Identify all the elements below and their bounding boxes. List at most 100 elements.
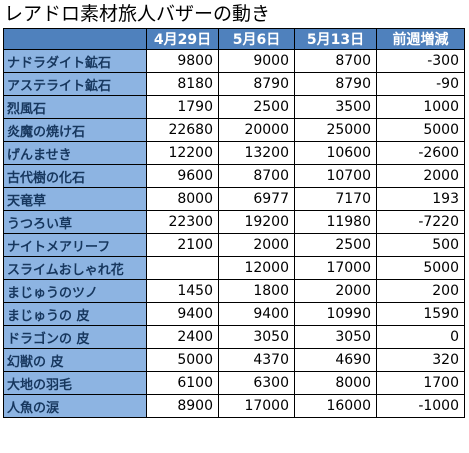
column-header: 5月6日 bbox=[218, 28, 295, 50]
price-cell: 8700 bbox=[218, 164, 295, 188]
item-name: ナイトメアリーフ bbox=[3, 233, 147, 257]
price-cell: 10700 bbox=[294, 164, 377, 188]
price-cell: 17000 bbox=[218, 394, 295, 418]
price-table: 4月29日 5月6日 5月13日 前週増減 ナドラダイト鉱石 9800 9000 8700-… bbox=[3, 28, 465, 418]
item-name: 炎魔の焼け石 bbox=[3, 118, 147, 142]
price-cell: 9000 bbox=[218, 49, 295, 73]
price-cell: -7220 bbox=[376, 210, 465, 234]
table-header: 4月29日 5月6日 5月13日 前週増減 bbox=[3, 28, 465, 50]
column-header: 前週増減 bbox=[376, 28, 465, 50]
item-name: 大地の羽毛 bbox=[3, 371, 147, 395]
price-cell: 4690 bbox=[294, 348, 377, 372]
price-cell: 9400 bbox=[218, 302, 295, 326]
item-name: 古代樹の化石 bbox=[3, 164, 147, 188]
price-cell: 1800 bbox=[218, 279, 295, 303]
price-cell: 2500 bbox=[294, 233, 377, 257]
table-row: 烈風石 1790 2500 3500 1000 bbox=[3, 95, 465, 119]
price-cell: 19200 bbox=[218, 210, 295, 234]
price-cell: 22680 bbox=[146, 118, 219, 142]
price-cell: 2100 bbox=[146, 233, 219, 257]
item-name: ドラゴンの 皮 bbox=[3, 325, 147, 349]
price-cell bbox=[146, 256, 219, 280]
price-cell: 6100 bbox=[146, 371, 219, 395]
item-name: 天竜草 bbox=[3, 187, 147, 211]
price-cell: 8700 bbox=[294, 49, 377, 73]
price-cell: 1450 bbox=[146, 279, 219, 303]
table-body: ナドラダイト鉱石 9800 9000 8700 -300 アステライト鉱石 8180 8790… bbox=[3, 49, 465, 418]
item-name: 烈風石 bbox=[3, 95, 147, 119]
price-cell: 9800 bbox=[146, 49, 219, 73]
table-row: まじゅうのツノ 1450 1800 2000 200 bbox=[3, 279, 465, 303]
price-cell: 193 bbox=[376, 187, 465, 211]
price-cell: 1590 bbox=[376, 302, 465, 326]
price-cell: 320 bbox=[376, 348, 465, 372]
price-cell: 3050 bbox=[218, 325, 295, 349]
price-cell: 2400 bbox=[146, 325, 219, 349]
price-cell: 3500 bbox=[294, 95, 377, 119]
price-cell: 4370 bbox=[218, 348, 295, 372]
price-cell: 8000 bbox=[146, 187, 219, 211]
table-row: げんませき 12200 13200 10600 -2600 bbox=[3, 141, 465, 165]
column-header: 5月13日 bbox=[294, 28, 377, 50]
item-name: ナドラダイト鉱石 bbox=[3, 49, 147, 73]
column-header: 4月29日 bbox=[146, 28, 219, 50]
price-cell: 10990 bbox=[294, 302, 377, 326]
table-row: アステライト鉱石 8180 8790 8790 -90 bbox=[3, 72, 465, 96]
table-row: 幻獣の 皮 5000 4370 4690 320 bbox=[3, 348, 465, 372]
price-cell: 1700 bbox=[376, 371, 465, 395]
price-cell: 2000 bbox=[376, 164, 465, 188]
price-cell: -90 bbox=[376, 72, 465, 96]
price-cell: 1790 bbox=[146, 95, 219, 119]
price-cell: 6300 bbox=[218, 371, 295, 395]
item-name: アステライト鉱石 bbox=[3, 72, 147, 96]
item-name: げんませき bbox=[3, 141, 147, 165]
price-cell: 12000 bbox=[218, 256, 295, 280]
table-row: まじゅうの 皮 9400 9400 10990 1590 bbox=[3, 302, 465, 326]
price-cell: 11980 bbox=[294, 210, 377, 234]
table-row: ナイトメアリーフ 2100 2000 2500 500 bbox=[3, 233, 465, 257]
price-cell: 8000 bbox=[294, 371, 377, 395]
item-name: うつろい草 bbox=[3, 210, 147, 234]
item-name: 人魚の涙 bbox=[3, 394, 147, 418]
price-cell: 7170 bbox=[294, 187, 377, 211]
table-row: 大地の羽毛 6100 6300 8000 1700 bbox=[3, 371, 465, 395]
title: レアドロ素材旅人バザーの動き bbox=[4, 3, 271, 25]
table-row: ドラゴンの 皮 2400 3050 3050 0 bbox=[3, 325, 465, 349]
table-row: 天竜草 8000 6977 7170 193 bbox=[3, 187, 465, 211]
price-cell: 8900 bbox=[146, 394, 219, 418]
table-row: 人魚の涙 8900 17000 16000 -1000 bbox=[3, 394, 465, 418]
price-cell: 500 bbox=[376, 233, 465, 257]
item-name: スライムおしゃれ花 bbox=[3, 256, 147, 280]
price-cell: 2000 bbox=[294, 279, 377, 303]
price-cell: 3050 bbox=[294, 325, 377, 349]
price-cell: 6977 bbox=[218, 187, 295, 211]
price-cell: 17000 bbox=[294, 256, 377, 280]
price-cell: 1000 bbox=[376, 95, 465, 119]
price-cell: 12200 bbox=[146, 141, 219, 165]
price-cell: 200 bbox=[376, 279, 465, 303]
price-cell: 8790 bbox=[294, 72, 377, 96]
price-cell: 5000 bbox=[146, 348, 219, 372]
price-cell: 5000 bbox=[376, 118, 465, 142]
price-cell: 9400 bbox=[146, 302, 219, 326]
corner-cell bbox=[3, 28, 147, 50]
price-cell: 2500 bbox=[218, 95, 295, 119]
price-cell: 20000 bbox=[218, 118, 295, 142]
table-row: 炎魔の焼け石 22680 20000 25000 5000 bbox=[3, 118, 465, 142]
item-name: 幻獣の 皮 bbox=[3, 348, 147, 372]
price-cell: 8790 bbox=[218, 72, 295, 96]
price-cell: 0 bbox=[376, 325, 465, 349]
price-cell: 9600 bbox=[146, 164, 219, 188]
table-row: ナドラダイト鉱石 9800 9000 8700 -300 bbox=[3, 49, 465, 73]
price-cell: 25000 bbox=[294, 118, 377, 142]
price-cell: -2600 bbox=[376, 141, 465, 165]
price-cell: 13200 bbox=[218, 141, 295, 165]
price-cell: -300 bbox=[376, 49, 465, 73]
price-cell: 22300 bbox=[146, 210, 219, 234]
price-cell: -1000 bbox=[376, 394, 465, 418]
price-cell: 8180 bbox=[146, 72, 219, 96]
price-cell: 2000 bbox=[218, 233, 295, 257]
price-cell: 5000 bbox=[376, 256, 465, 280]
table-row: うつろい草 22300 19200 11980 -7220 bbox=[3, 210, 465, 234]
